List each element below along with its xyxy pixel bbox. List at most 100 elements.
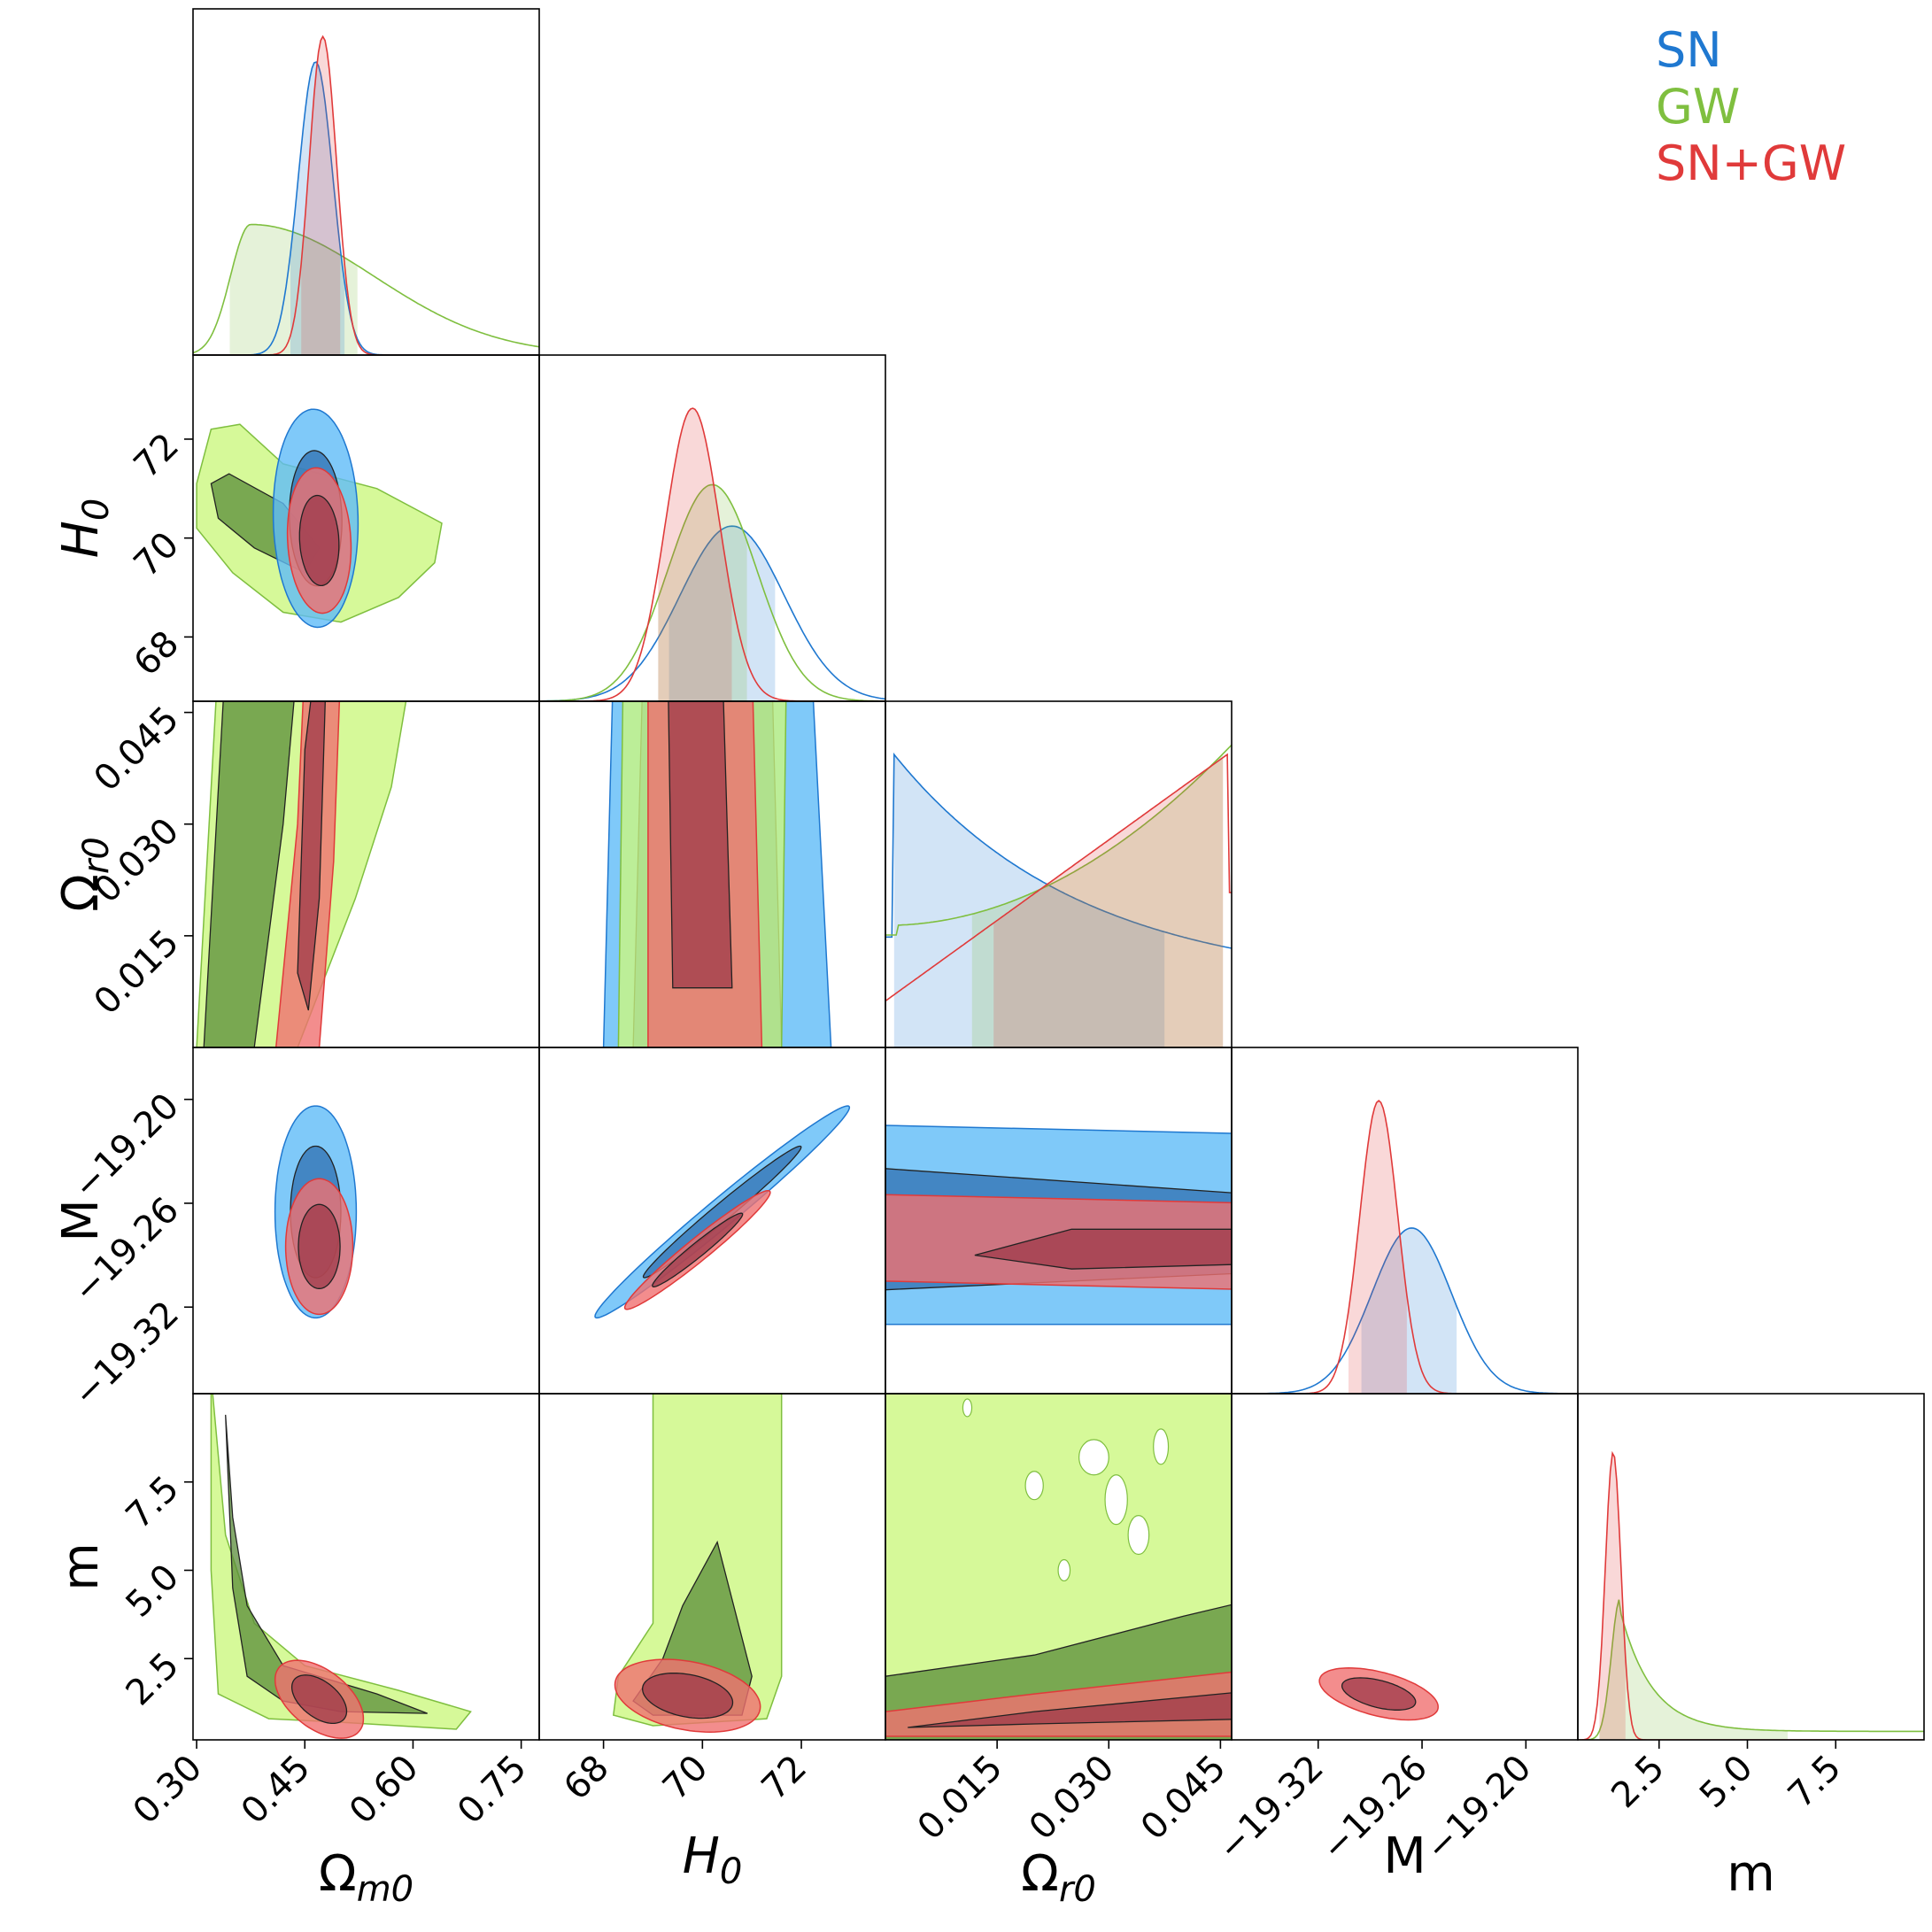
gw-h0-posterior	[539, 483, 885, 701]
axis-label-symbol: M	[1383, 1828, 1426, 1885]
sn-om-credible-band	[290, 62, 345, 355]
frames-layer	[192, 8, 1925, 1741]
sngw-68-contour	[298, 494, 340, 587]
x-tick-label-or: 0.030	[1022, 1748, 1123, 1849]
sngw-m-credible-band	[1349, 1101, 1407, 1394]
sngw-68-contour	[1341, 1677, 1417, 1711]
x-axis-label-H0: H0	[683, 1828, 743, 1892]
sngw-h0-posterior	[539, 407, 885, 701]
x-axis-label-M: M	[1383, 1828, 1426, 1885]
panel-H0-or	[602, 701, 832, 1047]
axis-label-symbol: Ω	[52, 874, 110, 912]
panel-om-H0	[196, 408, 443, 629]
x-tick-label-m: 5.0	[1692, 1748, 1761, 1817]
axis-label-symbol: Ω	[319, 1845, 357, 1903]
sngw-68-contour	[908, 1692, 1232, 1728]
panel-or-m	[885, 1394, 1232, 1740]
sngw-68-contour	[290, 1674, 348, 1725]
y-tick-label-or: 0.015	[87, 922, 188, 1023]
gw-om-curve	[193, 223, 539, 354]
sn-h0-posterior	[539, 525, 885, 701]
sngw-or-credible-band	[993, 757, 1224, 1047]
x-tick-label-H0: 70	[655, 1748, 716, 1809]
x-tick-label-om: 0.75	[450, 1748, 535, 1833]
sngw-68-contour	[641, 1673, 734, 1719]
gw-contour-hole	[1104, 1474, 1128, 1526]
sngw-or-curve	[885, 753, 1232, 1002]
sngw-om-curve	[193, 35, 539, 355]
gw-68-contour	[225, 1414, 428, 1714]
gw-mm-posterior	[1578, 1599, 1924, 1740]
axis-label-symbol: H	[52, 521, 110, 558]
gw-om-credible-band	[229, 224, 358, 355]
panel-om-m	[210, 1394, 472, 1739]
legend-entry-gw: GW	[1656, 79, 1740, 135]
gw-68-contour	[203, 701, 295, 1047]
gw-contour-hole	[1057, 1558, 1071, 1582]
sngw-om-credible-band	[301, 36, 341, 355]
sngw-m-curve	[1232, 1100, 1578, 1394]
axis-label-subscript: r0	[1059, 1869, 1096, 1910]
panel-frame-om-M	[192, 1047, 540, 1395]
y-axis-label-or: Ωr0	[52, 837, 117, 912]
x-tick-label-om: 0.60	[342, 1748, 427, 1833]
gw-or-credible-band	[971, 753, 1224, 1047]
y-tick-label-M: −19.20	[66, 1086, 187, 1207]
y-axis-label-M: M	[52, 1199, 110, 1241]
sngw-m-posterior	[1232, 1100, 1578, 1394]
panel-M-m	[1318, 1667, 1439, 1721]
gw-or-curve	[885, 744, 1232, 936]
gw-contour-hole	[962, 1398, 973, 1418]
panels-layer	[193, 35, 1924, 1740]
sngw-om-posterior	[193, 35, 539, 355]
sn-m-curve	[1232, 1227, 1578, 1394]
sn-h0-credible-band	[668, 526, 776, 701]
panel-or-M	[885, 1124, 1232, 1325]
y-tick-label-or: 0.045	[87, 699, 188, 800]
gw-h0-curve	[539, 483, 885, 701]
legend-entry-sn-gw: SN+GW	[1656, 135, 1846, 191]
axis-label-symbol: H	[683, 1828, 720, 1885]
panel-om-or	[196, 701, 407, 1047]
x-tick-label-M: −19.32	[1210, 1748, 1332, 1869]
y-axis-label-H0: H0	[52, 498, 117, 559]
sngw-mm-curve	[1578, 1450, 1924, 1740]
x-axis-label-m: m	[1727, 1845, 1775, 1903]
x-tick-label-om: 0.45	[234, 1748, 319, 1833]
gw-mm-credible-band	[1599, 1599, 1788, 1740]
x-tick-label-or: 0.015	[910, 1748, 1011, 1849]
sn-or-curve	[885, 752, 1232, 949]
gw-contour-hole	[1024, 1471, 1044, 1501]
axis-label-subscript: r0	[76, 837, 117, 874]
y-tick-label-H0: 70	[127, 524, 188, 585]
gw-contour-hole	[1153, 1428, 1170, 1465]
x-tick-label-m: 7.5	[1781, 1748, 1850, 1817]
y-tick-label-H0: 68	[127, 623, 188, 684]
axis-label-symbol: Ω	[1021, 1845, 1059, 1903]
y-tick-label-m: 5.0	[119, 1557, 188, 1626]
axis-label-symbol: m	[52, 1542, 110, 1591]
sngw-68-contour	[298, 1203, 341, 1289]
gw-mm-curve	[1578, 1599, 1924, 1740]
x-tick-label-om: 0.30	[126, 1748, 211, 1833]
x-axis-label-or: Ωr0	[1021, 1845, 1096, 1910]
gw-om-posterior	[193, 223, 539, 355]
gw-or-posterior	[885, 744, 1232, 1047]
legend-entry-sn: SN	[1656, 22, 1722, 78]
sn-68-contour	[642, 1145, 802, 1279]
y-axis-label-m: m	[52, 1542, 110, 1591]
x-axis-label-om: Ωm0	[319, 1845, 413, 1910]
panel-H0-m	[612, 1394, 783, 1733]
axis-label-symbol: m	[1727, 1845, 1775, 1903]
panel-H0-M	[594, 1105, 851, 1319]
y-tick-label-M: −19.32	[66, 1294, 187, 1415]
axis-label-subscript: 0	[720, 1851, 742, 1892]
sn-h0-curve	[539, 525, 885, 701]
sngw-68-contour	[668, 701, 733, 989]
sngw-or-posterior	[885, 753, 1232, 1047]
sngw-mm-posterior	[1578, 1450, 1924, 1740]
x-tick-label-H0: 68	[556, 1748, 617, 1809]
